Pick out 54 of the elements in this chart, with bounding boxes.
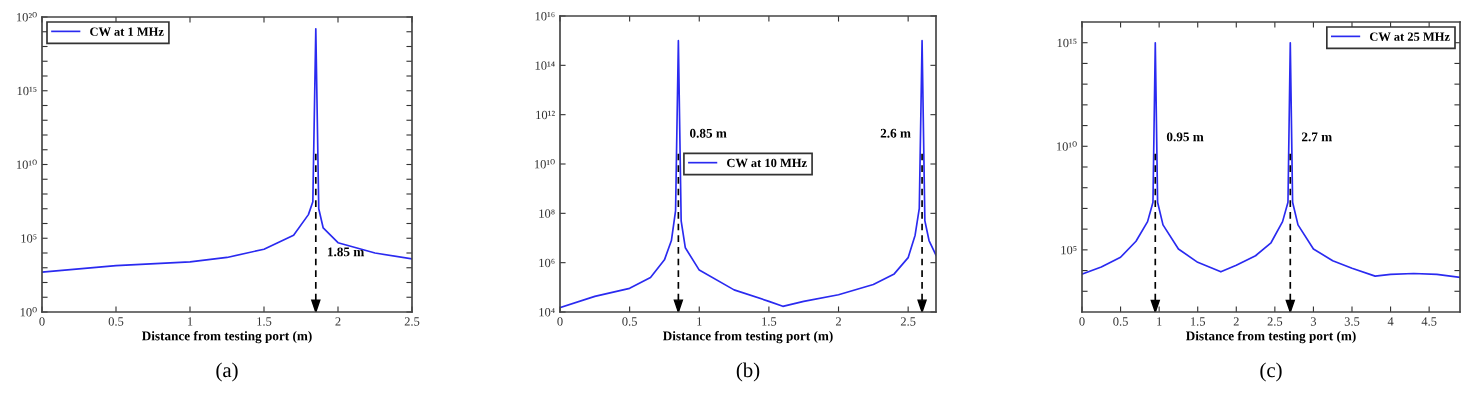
y-tick-label: 10⁵ <box>21 234 37 243</box>
x-tick-label: 2 <box>1233 317 1239 326</box>
ref-line-label: 1.85 m <box>327 247 365 257</box>
legend-label: CW at 1 MHz <box>90 27 164 36</box>
x-tick-label: 1 <box>1157 317 1162 326</box>
x-tick-label: 4.5 <box>1421 317 1437 326</box>
ref-line-label: 2.7 m <box>1301 132 1332 142</box>
y-tick-label: 10⁰ <box>20 307 37 317</box>
x-tick-label: 0.5 <box>622 317 637 326</box>
line-series <box>42 27 412 274</box>
x-tick-label: 0.5 <box>108 317 124 326</box>
ref-line-label: 0.85 m <box>689 128 727 138</box>
x-tick-label: 1 <box>697 317 702 326</box>
x-tick-label: 0.5 <box>1113 317 1128 326</box>
y-tick-label: 10¹⁵ <box>17 86 37 96</box>
x-tick-label: 0 <box>1079 317 1085 326</box>
y-tick-label: 10¹² <box>536 110 555 120</box>
ref-line-label: 2.6 m <box>880 128 911 138</box>
y-tick-label: 10²⁰ <box>16 12 37 22</box>
y-tick-label: 10¹⁰ <box>534 159 555 169</box>
x-tick-label: 3 <box>1310 317 1317 326</box>
legend-label: CW at 10 MHz <box>727 158 807 168</box>
y-tick-label: 10¹⁴ <box>535 61 555 70</box>
y-tick-label: 10⁶ <box>539 258 555 268</box>
line-series <box>560 39 936 309</box>
y-tick-label: 10¹⁶ <box>535 12 555 21</box>
y-tick-label: 10⁵ <box>1061 245 1077 255</box>
x-tick-label: 2.5 <box>1267 317 1283 326</box>
x-tick-label: 1.5 <box>762 317 777 326</box>
y-tick-label: 10⁸ <box>539 209 555 218</box>
x-axis-title: Distance from testing port (m) <box>141 330 312 344</box>
x-tick-label: 2.5 <box>900 317 916 326</box>
x-tick-label: 2 <box>835 317 841 326</box>
x-tick-label: 2.5 <box>404 317 420 326</box>
ref-line-label: 0.95 m <box>1166 132 1204 142</box>
y-tick-label: 10¹⁰ <box>1056 141 1077 151</box>
x-tick-label: 1 <box>187 317 193 326</box>
x-axis-title: Distance from testing port (m) <box>1185 330 1356 344</box>
x-tick-label: 3.5 <box>1344 317 1360 326</box>
x-axis-title: Distance from testing port (m) <box>662 330 833 344</box>
x-tick-label: 0 <box>557 317 563 326</box>
text: (b) <box>736 362 760 382</box>
text: (a) <box>216 362 238 382</box>
x-tick-label: 0 <box>39 317 45 326</box>
y-tick-label: 10¹⁰ <box>16 159 37 169</box>
x-tick-label: 4 <box>1387 317 1394 326</box>
x-tick-label: 1.5 <box>1191 317 1206 326</box>
legend-label: CW at 25 MHz <box>1369 32 1450 41</box>
x-tick-label: 1.5 <box>257 317 272 326</box>
y-tick-label: 10⁴ <box>539 308 555 317</box>
x-tick-label: 2 <box>335 317 341 326</box>
text: (c) <box>1260 362 1282 382</box>
y-tick-label: 10¹⁵ <box>1057 38 1077 48</box>
line-series <box>1082 41 1460 279</box>
